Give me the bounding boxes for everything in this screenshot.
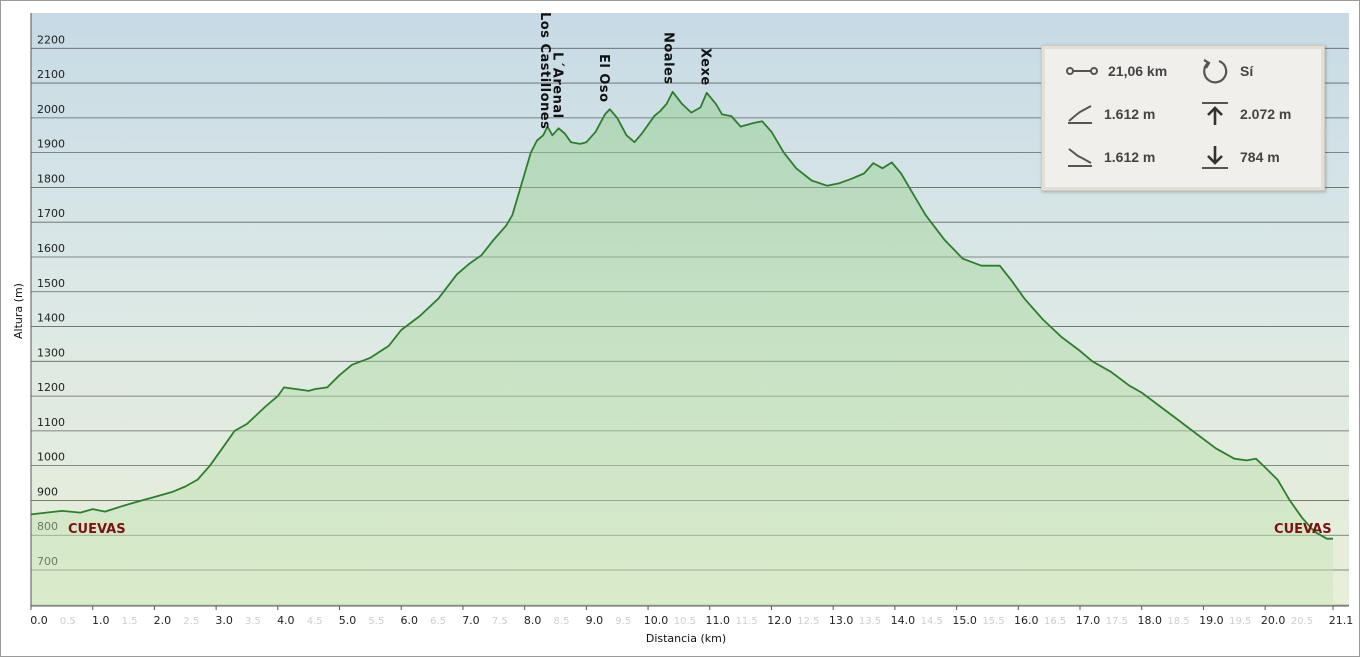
x-minor-tick-label: 19.5 bbox=[1229, 616, 1251, 627]
y-tick-label: 900 bbox=[37, 485, 58, 498]
max-elevation-icon bbox=[1202, 102, 1228, 125]
x-minor-tick-label: 18.5 bbox=[1167, 616, 1189, 627]
x-tick-label: 19.0 bbox=[1199, 614, 1224, 627]
x-tick-label: 2.0 bbox=[154, 614, 172, 627]
place-label: CUEVAS bbox=[1274, 522, 1332, 537]
x-minor-tick-label: 17.5 bbox=[1106, 616, 1128, 627]
stat-descent: 1.612 m bbox=[1066, 146, 1155, 168]
x-minor-tick-label: 0.5 bbox=[60, 616, 76, 627]
peak-label: Xexe bbox=[698, 48, 713, 86]
x-minor-tick-label: 8.5 bbox=[554, 616, 570, 627]
x-tick-label: 13.0 bbox=[829, 614, 854, 627]
elevation-area bbox=[31, 91, 1333, 607]
x-minor-tick-label: 9.5 bbox=[615, 616, 631, 627]
x-tick-label: 6.0 bbox=[400, 614, 418, 627]
min-elevation-value: 784 m bbox=[1240, 149, 1280, 165]
y-tick-label: 1200 bbox=[37, 381, 65, 394]
x-tick-label: 3.0 bbox=[215, 614, 233, 627]
x-minor-tick-label: 16.5 bbox=[1044, 616, 1066, 627]
x-minor-tick-label: 20.5 bbox=[1291, 616, 1313, 627]
distance-icon bbox=[1066, 67, 1098, 75]
descent-icon bbox=[1068, 148, 1092, 167]
y-tick-label: 2100 bbox=[37, 68, 65, 81]
elevation-line bbox=[30, 90, 1333, 540]
y-axis-title: Altura (m) bbox=[12, 283, 25, 339]
x-tick-label: 15.0 bbox=[952, 614, 977, 627]
y-tick-label: 1700 bbox=[37, 207, 65, 220]
x-minor-tick-label: 11.5 bbox=[735, 616, 757, 627]
place-label: CUEVAS bbox=[68, 522, 126, 537]
x-minor-tick-label: 1.5 bbox=[122, 616, 138, 627]
x-minor-tick-label: 14.5 bbox=[921, 616, 943, 627]
x-tick-label: 18.0 bbox=[1137, 614, 1162, 627]
x-minor-tick-label: 6.5 bbox=[430, 616, 446, 627]
distance-value: 21,06 km bbox=[1108, 63, 1168, 79]
x-tick-label: 12.0 bbox=[767, 614, 792, 627]
route-stats-panel: 21,06 km Sí 1.612 m 2.072 m bbox=[1041, 45, 1325, 191]
x-minor-tick-label: 12.5 bbox=[797, 616, 819, 627]
stat-min-elevation: 784 m bbox=[1200, 146, 1280, 169]
peak-label: El Oso bbox=[596, 54, 611, 103]
stat-distance: 21,06 km bbox=[1066, 60, 1167, 82]
x-minor-tick-label: 3.5 bbox=[245, 616, 261, 627]
ascent-icon bbox=[1068, 105, 1092, 124]
x-tick-label: 4.0 bbox=[277, 614, 295, 627]
y-tick-label: 1100 bbox=[37, 416, 65, 429]
x-tick-label: 10.0 bbox=[644, 614, 669, 627]
x-tick-label: 0.0 bbox=[30, 614, 48, 627]
y-tick-label: 1000 bbox=[37, 451, 65, 464]
max-elevation-value: 2.072 m bbox=[1240, 106, 1292, 122]
x-tick-label: 11.0 bbox=[706, 614, 731, 627]
x-minor-tick-label: 10.5 bbox=[674, 616, 696, 627]
x-minor-tick-label: 5.5 bbox=[368, 616, 384, 627]
stat-ascent: 1.612 m bbox=[1066, 103, 1155, 125]
x-tick-label: 7.0 bbox=[462, 614, 480, 627]
x-axis-title: Distancia (km) bbox=[646, 632, 726, 645]
x-axis-minor-ticks: 0.5 1.5 2.5 3.5 4.5 5.5 6.5 7.5 8.5 9.5 10.5 11.5 12… bbox=[60, 616, 1313, 627]
x-axis-ticks: 0.0 1.0 2.0 3.0 4.0 5.0 6.0 7.0 8.0 9.0 10.0 11.0 12… bbox=[30, 606, 1353, 627]
x-tick-label: 21.1 bbox=[1329, 614, 1354, 627]
peak-label: Los Castillones bbox=[537, 12, 552, 129]
y-tick-label: 2000 bbox=[37, 103, 65, 116]
stat-max-elevation: 2.072 m bbox=[1200, 102, 1292, 125]
x-minor-tick-label: 13.5 bbox=[859, 616, 881, 627]
y-tick-label: 1300 bbox=[37, 346, 65, 359]
x-tick-label: 8.0 bbox=[524, 614, 542, 627]
x-tick-label: 1.0 bbox=[92, 614, 110, 627]
peak-label: L´Arenal bbox=[550, 52, 565, 119]
loop-value: Sí bbox=[1240, 63, 1254, 79]
x-tick-label: 9.0 bbox=[586, 614, 604, 627]
x-tick-label: 17.0 bbox=[1076, 614, 1101, 627]
y-tick-label: 1600 bbox=[37, 242, 65, 255]
y-tick-label: 1900 bbox=[37, 138, 65, 151]
y-tick-label: 1400 bbox=[37, 312, 65, 325]
y-tick-label: 1500 bbox=[37, 277, 65, 290]
ascent-value: 1.612 m bbox=[1104, 106, 1156, 122]
x-minor-tick-label: 4.5 bbox=[307, 616, 323, 627]
x-minor-tick-label: 15.5 bbox=[982, 616, 1004, 627]
x-minor-tick-label: 7.5 bbox=[492, 616, 508, 627]
x-tick-label: 20.0 bbox=[1261, 614, 1286, 627]
x-tick-label: 14.0 bbox=[891, 614, 916, 627]
y-tick-label: 1800 bbox=[37, 172, 65, 185]
y-tick-label: 2200 bbox=[37, 33, 65, 46]
x-tick-label: 5.0 bbox=[339, 614, 357, 627]
loop-icon bbox=[1203, 59, 1228, 84]
peak-label: Noales bbox=[661, 32, 676, 85]
stat-loop: Sí bbox=[1200, 59, 1254, 84]
x-tick-label: 16.0 bbox=[1014, 614, 1039, 627]
x-minor-tick-label: 2.5 bbox=[183, 616, 199, 627]
descent-value: 1.612 m bbox=[1104, 149, 1156, 165]
min-elevation-icon bbox=[1202, 146, 1228, 169]
